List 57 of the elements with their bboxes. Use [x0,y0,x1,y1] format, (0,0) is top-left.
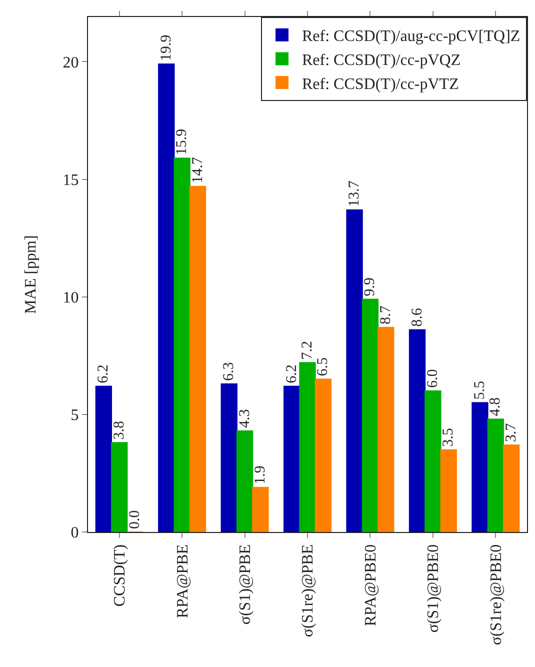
bar [424,390,442,532]
bar [174,158,190,532]
bar [158,64,175,532]
data-label: 1.9 [252,466,268,484]
bar [502,444,520,532]
bar [378,326,394,532]
bar [220,383,238,532]
x-tick-label: σ(S1re)@PBE0 [488,544,505,646]
data-label: 3.8 [111,420,128,440]
data-label: 0.0 [127,510,144,529]
data-label: 6.0 [424,369,441,388]
y-tick-label: 20 [62,54,79,72]
y-tick-label: 10 [62,289,79,306]
bar [252,486,269,532]
y-tick-label: 15 [62,172,79,189]
x-tick-label: CCSD(T) [112,544,129,607]
bar [362,298,379,532]
data-label: 13.7 [346,180,363,207]
bar [472,402,488,532]
x-tick-label: RPA@PBE [174,544,192,618]
data-label: 3.5 [440,428,457,447]
data-label: 15.9 [174,128,190,156]
data-label: 7.2 [300,340,316,360]
legend-label: Ref: CCSD(T)/cc-pVQZ [302,52,461,69]
x-tick-label: σ(S1)@PBE0 [425,544,442,633]
legend-label: Ref: CCSD(T)/aug-cc-pCV[TQ]Z [302,28,520,46]
data-label: 14.7 [190,156,206,184]
legend-label: Ref: CCSD(T)/cc-pVTZ [302,76,459,93]
bar [95,386,112,532]
bar [487,418,504,532]
data-label: 3.7 [503,422,520,442]
x-tick-label: σ(S1)@PBE [236,544,254,625]
bar [314,378,332,532]
bar [236,430,254,532]
data-label: 9.9 [362,277,378,296]
data-label: 8.6 [409,308,426,327]
data-label: 6.3 [221,362,238,381]
y-tick-label: 0 [70,524,79,542]
bar [299,362,316,532]
bar [346,209,363,532]
y-axis-title: MAE [ppm] [22,235,40,314]
bar [283,386,300,532]
x-tick-label: σ(S1re)@PBE [300,544,317,638]
data-label: 6.5 [315,357,332,376]
data-label: 4.8 [488,397,504,416]
bar [440,449,457,532]
x-tick-label: RPA@PBE0 [362,544,380,626]
data-label: 5.5 [472,380,488,400]
y-tick-label: 5 [70,407,79,424]
data-label: 4.3 [236,409,253,428]
data-label: 8.7 [378,305,394,324]
data-label: 6.2 [96,364,112,384]
bar [408,329,426,532]
bar [189,186,206,532]
bar [111,442,128,532]
data-label: 6.2 [284,364,300,384]
data-label: 19.9 [158,34,174,62]
